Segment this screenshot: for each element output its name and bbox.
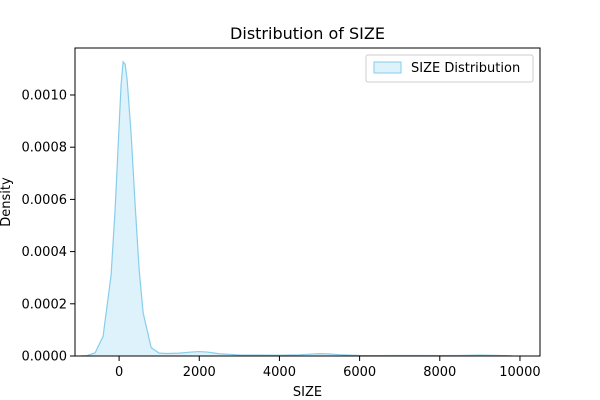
y-tick-label: 0.0006 bbox=[22, 193, 68, 208]
axes-frame bbox=[74, 47, 541, 357]
y-tick-label: 0.0008 bbox=[22, 141, 68, 156]
legend: SIZE Distribution bbox=[365, 54, 534, 83]
y-tick-label: 0.0010 bbox=[22, 88, 68, 103]
legend-label: SIZE Distribution bbox=[411, 61, 520, 76]
x-tick-label: 4000 bbox=[263, 365, 296, 380]
x-tick-label: 0 bbox=[115, 365, 123, 380]
x-axis-label: SIZE bbox=[293, 385, 322, 400]
x-tick-label: 10000 bbox=[499, 365, 540, 380]
x-axis: 0 2000 4000 6000 8000 10000 bbox=[115, 356, 541, 380]
y-tick-label: 0.0002 bbox=[22, 297, 68, 312]
x-tick-label: 2000 bbox=[183, 365, 216, 380]
x-tick-label: 6000 bbox=[343, 365, 376, 380]
density-area bbox=[81, 61, 512, 356]
y-axis: 0.0000 0.0002 0.0004 0.0006 0.0008 0.0010 bbox=[22, 88, 75, 365]
y-tick-label: 0.0004 bbox=[22, 245, 68, 260]
chart-title: Distribution of SIZE bbox=[230, 24, 385, 43]
legend-box bbox=[365, 54, 534, 83]
y-tick-label: 0.0000 bbox=[22, 350, 68, 365]
legend-swatch bbox=[373, 61, 402, 74]
y-axis-label: Density bbox=[0, 177, 14, 227]
x-tick-label: 8000 bbox=[423, 365, 456, 380]
